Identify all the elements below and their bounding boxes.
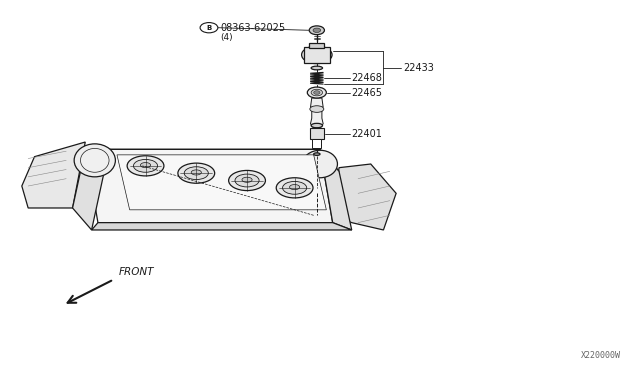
- Ellipse shape: [311, 66, 323, 70]
- Polygon shape: [333, 164, 396, 230]
- Text: 22401: 22401: [352, 129, 383, 139]
- Text: X220000W: X220000W: [581, 351, 621, 360]
- Ellipse shape: [134, 160, 157, 172]
- Text: (4): (4): [220, 33, 233, 42]
- Bar: [310, 128, 324, 139]
- Ellipse shape: [191, 170, 202, 175]
- Circle shape: [309, 26, 324, 35]
- Ellipse shape: [311, 89, 323, 96]
- Ellipse shape: [235, 174, 259, 187]
- Ellipse shape: [228, 170, 266, 190]
- Polygon shape: [22, 142, 85, 208]
- Ellipse shape: [178, 163, 214, 183]
- Text: 22433: 22433: [404, 62, 435, 73]
- Polygon shape: [310, 98, 323, 127]
- Bar: [309, 44, 324, 48]
- Circle shape: [200, 23, 218, 33]
- Ellipse shape: [283, 182, 307, 194]
- Ellipse shape: [314, 153, 320, 155]
- Ellipse shape: [74, 144, 115, 177]
- Text: 08363-62025: 08363-62025: [220, 23, 285, 33]
- Ellipse shape: [81, 148, 109, 172]
- Ellipse shape: [303, 150, 337, 178]
- Ellipse shape: [311, 124, 323, 128]
- Circle shape: [313, 28, 321, 32]
- Ellipse shape: [276, 178, 313, 198]
- Polygon shape: [117, 155, 326, 210]
- Ellipse shape: [301, 46, 332, 64]
- Polygon shape: [85, 149, 339, 171]
- Ellipse shape: [127, 156, 164, 176]
- Ellipse shape: [140, 163, 150, 168]
- Polygon shape: [72, 149, 104, 230]
- Text: 22465: 22465: [352, 87, 383, 97]
- Bar: [303, 47, 330, 62]
- Ellipse shape: [289, 185, 300, 190]
- Text: B: B: [206, 25, 212, 31]
- Ellipse shape: [307, 87, 326, 98]
- Polygon shape: [85, 149, 333, 223]
- Bar: [312, 138, 321, 148]
- Ellipse shape: [242, 177, 252, 182]
- Circle shape: [314, 91, 320, 94]
- Ellipse shape: [184, 167, 209, 180]
- Text: FRONT: FRONT: [119, 266, 154, 276]
- Text: 22468: 22468: [352, 73, 383, 83]
- Polygon shape: [320, 149, 352, 230]
- Ellipse shape: [310, 106, 324, 112]
- Polygon shape: [92, 223, 352, 230]
